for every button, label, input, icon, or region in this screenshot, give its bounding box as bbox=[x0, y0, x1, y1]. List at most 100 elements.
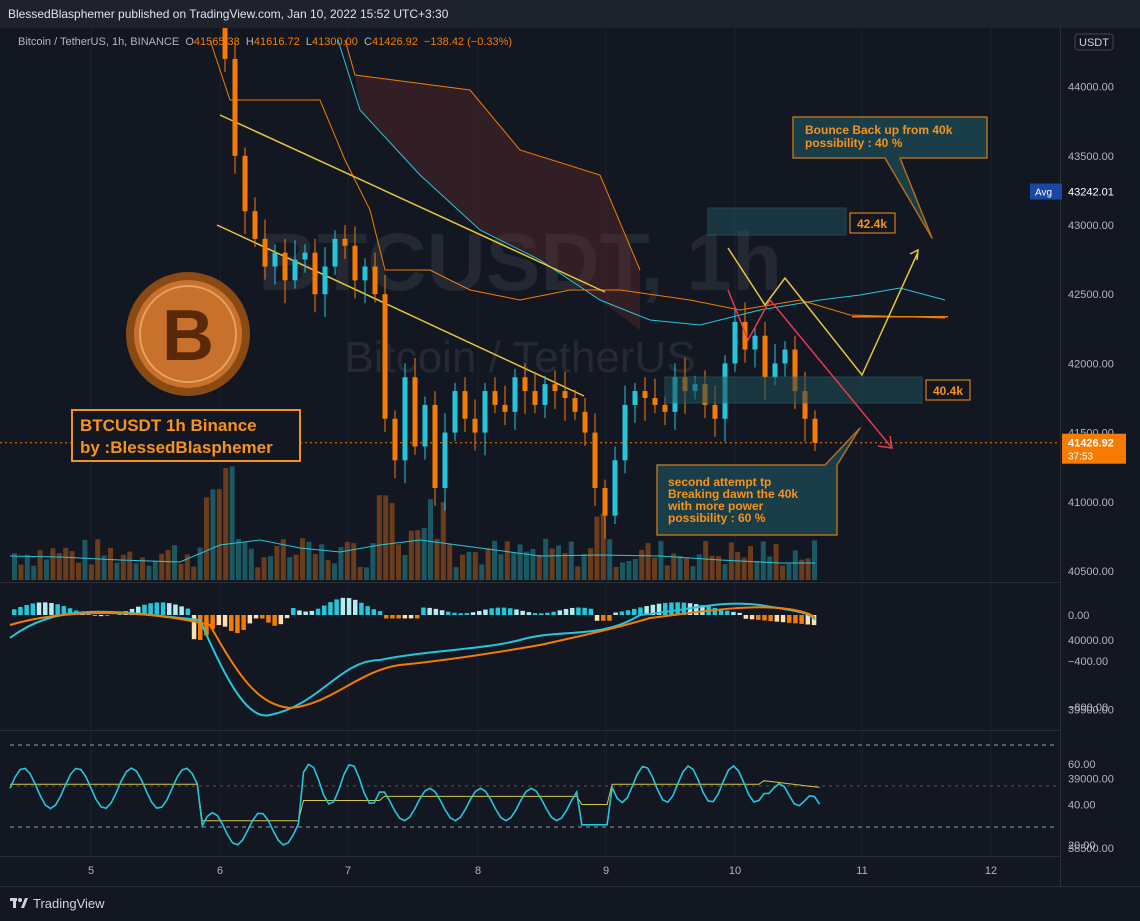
high-label: H bbox=[246, 36, 254, 48]
rsi-line bbox=[10, 764, 820, 845]
macd-histogram-bar bbox=[403, 615, 408, 618]
candle-body bbox=[443, 433, 448, 488]
volume-bar bbox=[614, 567, 619, 580]
macd-histogram-bar bbox=[266, 615, 271, 623]
macd-histogram-bar bbox=[322, 606, 327, 615]
macd-histogram-bar bbox=[248, 615, 253, 623]
candle-body bbox=[263, 239, 268, 267]
volume-bar bbox=[588, 548, 593, 580]
volume-bar bbox=[690, 566, 695, 580]
bearish-path bbox=[728, 290, 892, 448]
symbol-legend[interactable]: Bitcoin / TetherUS, 1h, BINANCE O41565.3… bbox=[18, 36, 512, 48]
candle-body bbox=[303, 253, 308, 260]
close-label: C bbox=[364, 36, 372, 48]
candle-body bbox=[623, 405, 628, 460]
volume-bar bbox=[761, 541, 766, 580]
macd-histogram-bar bbox=[632, 609, 637, 615]
candle-body bbox=[273, 253, 278, 267]
volume-bar bbox=[134, 563, 139, 580]
volume-bar bbox=[396, 544, 401, 580]
volume-bar bbox=[332, 563, 337, 580]
last-price-value: 41426.92 bbox=[1068, 438, 1114, 450]
macd-histogram-bar bbox=[334, 599, 339, 615]
volume-bar bbox=[326, 560, 331, 580]
macd-line bbox=[10, 604, 815, 716]
macd-histogram-bar bbox=[99, 615, 104, 616]
macd-histogram-bar bbox=[527, 612, 532, 615]
volume-bar bbox=[806, 558, 811, 580]
zone-high-label: 42.4k bbox=[857, 217, 887, 231]
volume-bar bbox=[441, 502, 446, 580]
macd-histogram-bar bbox=[161, 602, 166, 615]
macd-histogram-bar bbox=[440, 610, 445, 615]
candle-body bbox=[433, 405, 438, 488]
volume-bar bbox=[460, 555, 465, 580]
macd-histogram-bar bbox=[750, 615, 755, 619]
candle-body bbox=[463, 391, 468, 419]
volume-bar bbox=[38, 550, 43, 580]
macd-histogram-bar bbox=[303, 612, 308, 615]
macd-histogram-bar bbox=[483, 610, 488, 615]
volume-bar bbox=[89, 564, 94, 580]
tradingview-logo-icon[interactable] bbox=[10, 896, 28, 910]
candle-body bbox=[593, 433, 598, 488]
candle-body bbox=[653, 398, 658, 405]
avg-label: Avg bbox=[1035, 188, 1052, 199]
volume-bar bbox=[780, 565, 785, 580]
volume-bar bbox=[754, 561, 759, 580]
candle-body bbox=[393, 419, 398, 461]
macd-histogram-bar bbox=[229, 615, 234, 631]
volume-bar bbox=[70, 551, 75, 580]
volume-bar bbox=[287, 557, 292, 580]
candle-body bbox=[373, 267, 378, 295]
macd-signal-line bbox=[10, 607, 815, 708]
macd-histogram-bar bbox=[620, 612, 625, 615]
macd-histogram-bar bbox=[37, 603, 42, 615]
price-tick: 43000.00 bbox=[1068, 220, 1114, 232]
candle-body bbox=[633, 391, 638, 405]
volume-bar bbox=[153, 561, 158, 580]
volume-bar bbox=[255, 567, 260, 580]
macd-histogram-bar bbox=[55, 604, 60, 615]
macd-histogram-bar bbox=[793, 615, 798, 623]
pane-separator bbox=[0, 582, 1060, 583]
macd-histogram-bar bbox=[421, 608, 426, 615]
open-label: O bbox=[185, 36, 194, 48]
volume-bar bbox=[767, 557, 772, 580]
macd-histogram-bar bbox=[756, 615, 761, 620]
publish-bar: BlessedBlasphemer published on TradingVi… bbox=[0, 0, 1140, 28]
macd-histogram-bar bbox=[558, 610, 563, 615]
macd-histogram-bar bbox=[458, 613, 463, 615]
volume-bar bbox=[607, 539, 612, 580]
volume-bar bbox=[678, 556, 683, 580]
macd-histogram-bar bbox=[12, 609, 17, 615]
volume-bar bbox=[486, 548, 491, 580]
macd-histogram-bar bbox=[446, 612, 451, 615]
open-value: 41565.33 bbox=[194, 36, 240, 48]
macd-histogram-bar bbox=[502, 608, 507, 615]
macd-histogram-bar bbox=[787, 615, 792, 623]
high-value: 41616.72 bbox=[254, 36, 300, 48]
macd-histogram-bar bbox=[235, 615, 240, 633]
macd-histogram-bar bbox=[775, 615, 780, 622]
macd-histogram-bar bbox=[24, 605, 29, 615]
volume-bar bbox=[633, 559, 638, 580]
volume-bar bbox=[665, 565, 670, 580]
macd-histogram-bar bbox=[291, 608, 296, 615]
candle-body bbox=[473, 419, 478, 433]
macd-histogram-bar bbox=[415, 615, 420, 618]
volume-bar bbox=[434, 539, 439, 580]
projection-line bbox=[852, 316, 948, 318]
volume-bar bbox=[498, 554, 503, 580]
macd-histogram-bar bbox=[669, 602, 674, 615]
candle-body bbox=[323, 267, 328, 295]
time-tick: 12 bbox=[985, 865, 997, 877]
macd-histogram-bar bbox=[365, 606, 370, 615]
volume-bar bbox=[12, 553, 17, 580]
macd-tick: 0.00 bbox=[1068, 610, 1089, 622]
macd-pane: 0.00−400.00−800.00 bbox=[12, 598, 1108, 714]
macd-histogram-bar bbox=[396, 615, 401, 618]
